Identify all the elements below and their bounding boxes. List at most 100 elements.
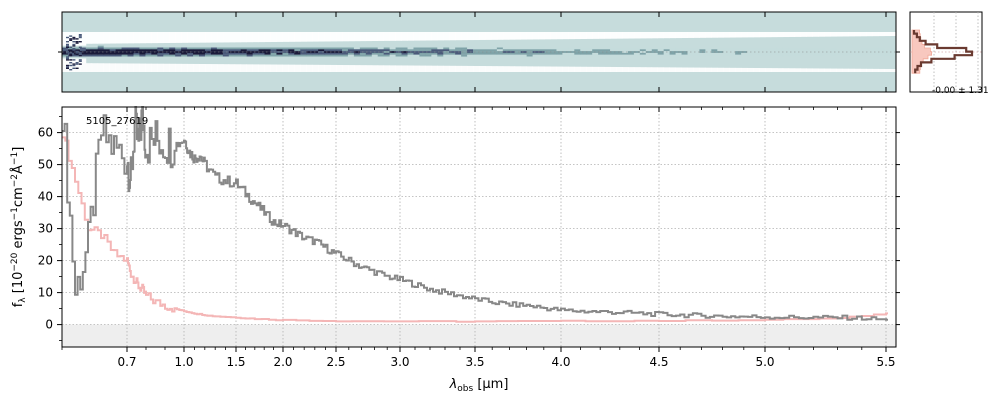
spec2d-mask-top <box>109 32 117 44</box>
spec2d-trace-cell <box>282 52 289 55</box>
spec2d-trace-cell <box>109 49 117 52</box>
spec2d-trace-cell <box>258 49 265 52</box>
spec2d-trace-cell <box>312 54 319 57</box>
spec2d-trace-cell <box>234 54 242 57</box>
spec2d-trace-cell <box>139 52 146 55</box>
spec2d-trace-cell <box>532 47 539 50</box>
spec2d-mask-bottom <box>484 66 492 72</box>
spec2d-trace-cell <box>848 49 855 52</box>
spec2d-trace-cell <box>371 45 379 48</box>
spec2d-trace-cell <box>413 47 420 50</box>
spec2d-mask-top <box>586 32 593 39</box>
spec2d-mask-bottom <box>371 65 379 72</box>
x-tick-label: 3.0 <box>390 355 409 369</box>
spec2d-trace-cell <box>79 52 87 55</box>
spec2d-trace-cell <box>127 49 134 52</box>
spec2d-trace-cell <box>252 47 259 50</box>
spec2d-trace-cell <box>455 47 462 50</box>
spec2d-trace-cell <box>282 54 289 57</box>
spec2d-trace-cell <box>300 56 307 59</box>
spec2d-trace-cell <box>187 54 194 57</box>
spec2d-trace-cell <box>788 54 796 57</box>
spec2d-mask-bottom <box>336 64 343 72</box>
spec2d-trace-cell <box>252 51 259 53</box>
spec2d-trace-cell <box>681 52 688 55</box>
spec2d-trace-cell <box>324 54 331 57</box>
spec2d-noise-cell <box>78 34 82 36</box>
spec2d-trace-cell <box>490 54 498 57</box>
spec2d-trace-cell <box>556 52 563 55</box>
spec2d-trace-cell <box>163 47 170 50</box>
spec2d-noise-cell <box>69 38 73 40</box>
spec2d-trace-cell <box>782 51 790 53</box>
spec2d-mask-top <box>639 32 647 39</box>
spec2d-trace-cell <box>169 49 176 52</box>
y-label-sub: λ <box>18 297 28 303</box>
spec2d-trace-cell <box>145 49 152 52</box>
spec2d-trace-cell <box>121 54 128 57</box>
spec2d-trace-cell <box>782 47 790 50</box>
spec2d-trace-cell <box>568 54 575 57</box>
spec2d-trace-cell <box>133 47 140 50</box>
spec2d-trace-cell <box>520 54 528 57</box>
spec2d-mask-bottom <box>860 68 867 72</box>
spec2d-mask-bottom <box>538 66 545 72</box>
spec2d-trace-cell <box>318 47 325 50</box>
spec2d-mask-bottom <box>145 63 152 72</box>
spec2d-trace-cell <box>508 45 516 48</box>
spec2d-trace-cell <box>270 47 277 50</box>
spec2d-trace-cell <box>91 56 99 59</box>
spec2d-trace-cell <box>526 51 534 53</box>
spec2d-mask-bottom <box>449 65 456 72</box>
spec2d-trace-cell <box>270 52 277 55</box>
spec2d-trace-cell <box>103 54 111 57</box>
spec2d-noise-cell <box>75 50 79 53</box>
spec2d-trace-cell <box>890 51 897 53</box>
spec2d-trace-cell <box>479 52 486 55</box>
spec2d-trace-cell <box>115 47 122 50</box>
spec2d-mask-top <box>484 32 492 40</box>
spec2d-trace-cell <box>163 52 170 55</box>
spec2d-mask-bottom <box>580 66 587 72</box>
spec2d-noise-cell <box>78 53 82 55</box>
spec2d-trace-cell <box>395 54 402 57</box>
spec2d-noise-cell <box>69 50 73 53</box>
spec2d-trace-cell <box>341 52 349 55</box>
spec2d-mask-bottom <box>341 65 349 72</box>
spec2d-mask-bottom <box>836 68 843 72</box>
spec2d-mask-bottom <box>598 66 605 72</box>
spec2d-mask-bottom <box>520 66 528 72</box>
spec2d-trace-cell <box>866 49 873 52</box>
spec2d-trace-cell <box>91 45 99 48</box>
spec2d-mask-bottom <box>592 66 599 72</box>
spec2d-mask-bottom <box>556 66 563 72</box>
spec2d-trace-cell <box>395 47 402 50</box>
spec2d-trace-cell <box>544 54 551 57</box>
spec2d-mask-bottom <box>490 66 498 72</box>
spec2d-trace-cell <box>109 47 117 50</box>
spec2d-trace-cell <box>598 49 605 52</box>
spec2d-trace-cell <box>610 52 617 55</box>
spec2d-trace-cell <box>782 52 790 55</box>
spec2d-trace-cell <box>586 51 593 53</box>
spec2d-trace-cell <box>401 56 408 59</box>
spec2d-trace-cell <box>234 45 242 48</box>
spec2d-mask-top <box>836 32 843 37</box>
spec2d-mask-top <box>115 32 122 44</box>
spec2d-trace-cell <box>240 51 248 53</box>
spec2d-trace-cell <box>538 52 545 55</box>
spec2d-mask-top <box>532 32 539 40</box>
spec2d-trace-cell <box>884 49 891 52</box>
spec2d-trace-cell <box>776 47 784 50</box>
x-axis-label: λobs [μm] <box>449 377 509 394</box>
spec2d-mask-bottom <box>139 63 146 72</box>
spec2d-trace-cell <box>651 47 659 50</box>
spec2d-trace-cell <box>79 49 87 52</box>
spec2d-trace-cell <box>538 54 545 57</box>
spec2d-trace-cell <box>377 45 385 48</box>
spec2d-trace-cell <box>878 49 885 52</box>
spec2d-mask-top <box>288 32 295 42</box>
spec2d-mask-top <box>377 32 385 41</box>
spec2d-noise-cell <box>69 64 73 67</box>
